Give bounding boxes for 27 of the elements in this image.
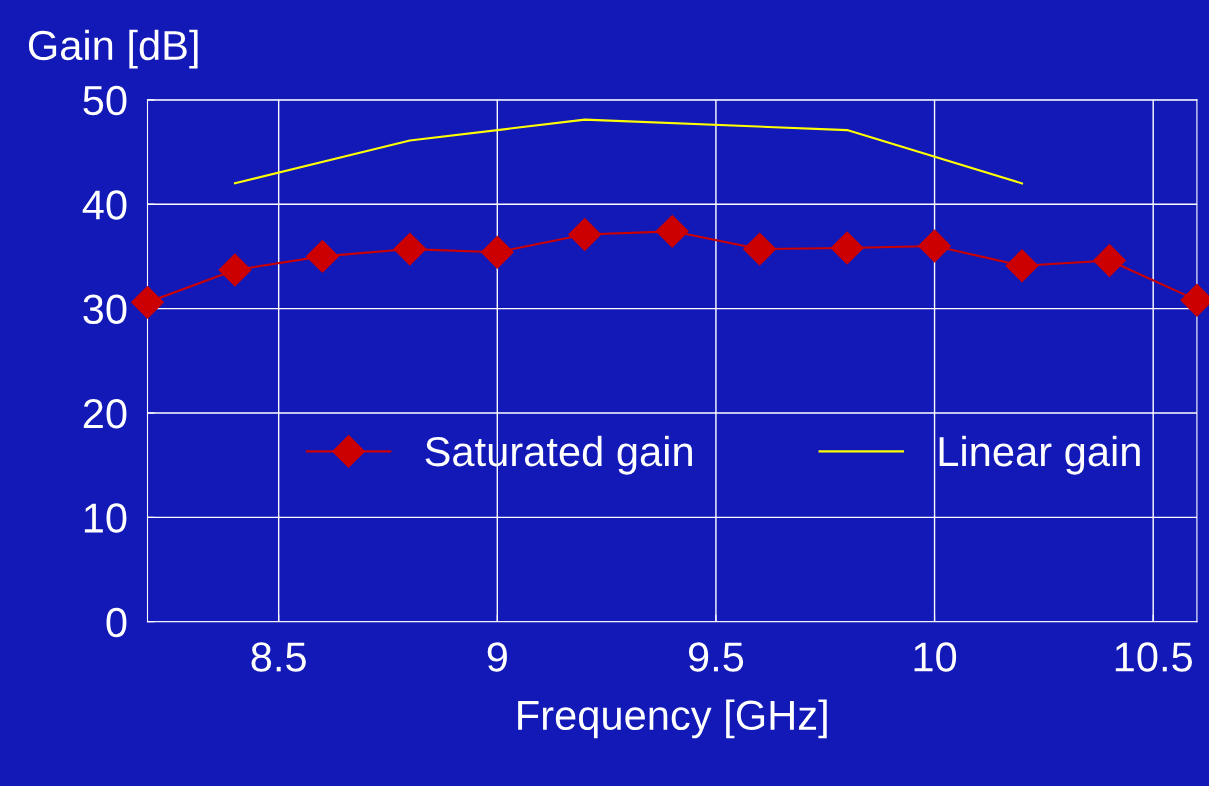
point [480,235,514,269]
point [918,229,951,263]
point [655,214,689,248]
y-tick-label: 40 [82,190,127,220]
point [1005,249,1039,283]
legend-label: Linear gain [939,435,1140,475]
point [218,253,252,287]
point [131,285,164,319]
y-tick-label: 10 [84,503,127,533]
x-axis-title: Frequency [GHz] [518,699,827,739]
point [1093,244,1126,277]
y-tick-label: 0 [106,607,127,638]
x-tick-label: 9.5 [688,642,744,672]
x-tick-label: 8.5 [251,642,306,672]
x-tick-label: 9 [487,642,507,672]
y-tick-label: 20 [83,398,127,429]
point [305,239,339,273]
line-series [233,118,1024,185]
y-tick-label: 50 [83,85,127,116]
x-tick-label: 10.5 [1115,642,1192,672]
point [830,231,864,265]
x-tick-label: 10 [914,642,957,672]
point [568,218,602,251]
y-axis-title: Gain [dB] [28,29,198,69]
y-tick-label: 30 [83,294,127,325]
point [393,232,427,266]
point [743,232,777,266]
